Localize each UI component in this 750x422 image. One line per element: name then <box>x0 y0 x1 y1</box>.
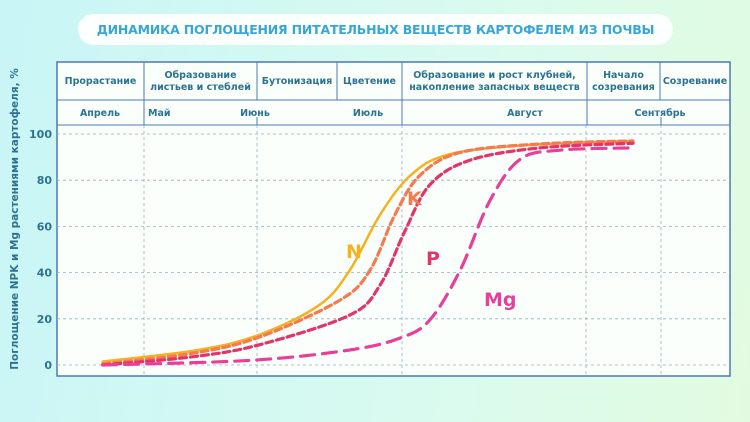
series-label-K: K <box>407 188 423 210</box>
month-label: Апрель <box>80 108 120 119</box>
phase-label: Цветение <box>343 76 396 87</box>
series-line-K <box>101 139 635 366</box>
y-tick-label: 60 <box>37 220 53 233</box>
phase-label: Начало созревания <box>592 70 655 93</box>
month-label: Май <box>148 108 171 119</box>
month-label: Июль <box>353 108 383 119</box>
chart-title: ДИНАМИКА ПОГЛОЩЕНИЯ ПИТАТЕЛЬНЫХ ВЕЩЕСТВ … <box>78 14 673 45</box>
phase-label: Образование и рост клубней, накопление за… <box>409 70 580 93</box>
series-label-Mg: Mg <box>484 289 517 311</box>
series-label-P: P <box>426 248 440 270</box>
phase-label: Прорастание <box>65 76 137 87</box>
y-tick-label: 40 <box>37 267 53 280</box>
y-tick-label: 0 <box>44 359 52 372</box>
month-label: Август <box>507 108 543 119</box>
month-label: Июнь <box>240 108 270 119</box>
phase-label: Образование листьев и стеблей <box>150 70 251 93</box>
month-label: Сентябрь <box>634 108 685 119</box>
phase-label: Созревание <box>663 76 727 87</box>
phase-label: Бутонизация <box>262 76 332 87</box>
y-tick-label: 20 <box>37 313 53 326</box>
y-tick-label: 100 <box>29 128 52 141</box>
series-line-P <box>101 141 635 367</box>
y-tick-label: 80 <box>37 174 53 187</box>
series-line-Mg <box>101 146 635 367</box>
series-label-N: N <box>346 241 362 263</box>
